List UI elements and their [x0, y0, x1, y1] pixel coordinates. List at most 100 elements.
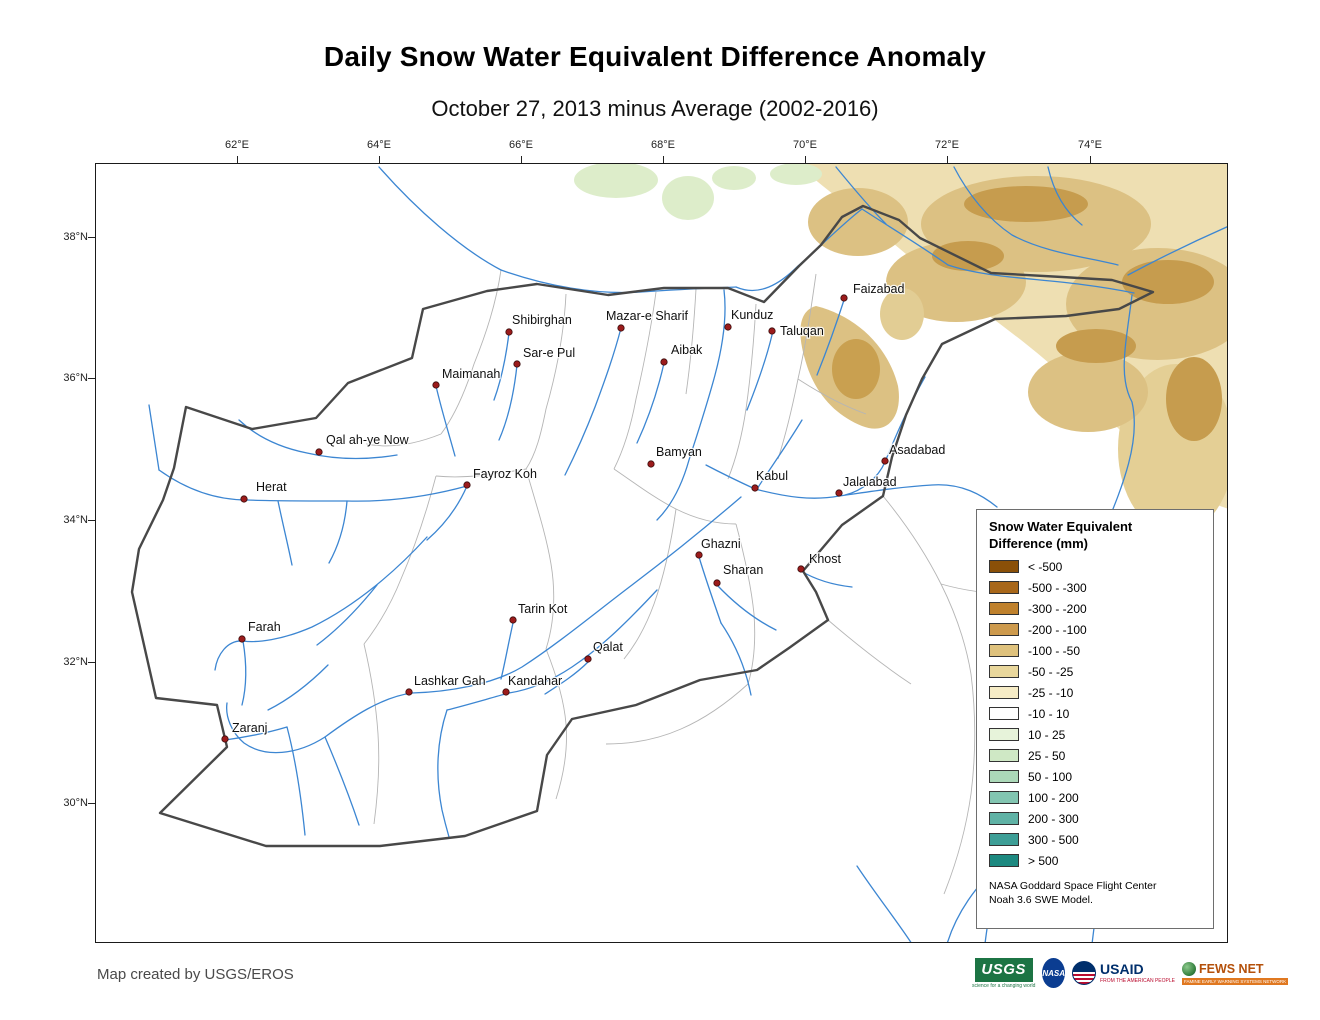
legend-note-line2: Noah 3.6 SWE Model.	[989, 893, 1093, 906]
country-border	[130, 204, 1155, 848]
legend-swatch	[989, 791, 1019, 805]
latitude-label: 32°N	[63, 656, 88, 668]
legend-swatch	[989, 770, 1019, 784]
legend-entries: < -500 -500 - -300 -300 - -200 -200 - -100 -…	[989, 560, 1201, 868]
legend: Snow Water Equivalent Difference (mm) < …	[976, 509, 1214, 929]
latitude-tick	[88, 378, 95, 379]
city-marker-aibak	[660, 358, 668, 366]
legend-title: Snow Water Equivalent Difference (mm)	[989, 519, 1201, 553]
legend-swatch	[989, 707, 1019, 721]
fews-net-logo: FEWS NET FAMINE EARLY WARNING SYSTEMS NE…	[1181, 961, 1289, 985]
longitude-label: 62°E	[225, 139, 249, 151]
longitude-label: 74°E	[1078, 139, 1102, 151]
city-marker-shibirghan	[505, 328, 513, 336]
legend-label: -10 - 10	[1028, 706, 1070, 721]
longitude-tick	[663, 156, 664, 163]
city-label: Maimanah	[442, 367, 500, 381]
city-marker-asadabad	[881, 457, 889, 465]
legend-entry: -50 - -25	[989, 665, 1201, 679]
city-label: Mazar-e Sharif	[606, 309, 688, 323]
longitude-label: 64°E	[367, 139, 391, 151]
legend-label: 10 - 25	[1028, 727, 1066, 742]
latitude-label: 36°N	[63, 372, 88, 384]
usgs-tagline: science for a changing world	[972, 982, 1036, 989]
usgs-logo: USGS science for a changing world	[972, 957, 1036, 989]
page-subtitle: October 27, 2013 minus Average (2002-201…	[431, 96, 879, 121]
city-marker-lashkar-gah	[405, 688, 413, 696]
city-label: Sharan	[723, 563, 763, 577]
city-label: Lashkar Gah	[414, 674, 486, 688]
city-label: Ghazni	[701, 537, 741, 551]
map-canvas: Faizabad Shibirghan Mazar-e Sharif Kunduz Ta…	[130, 164, 1227, 942]
usaid-logo: USAID FROM THE AMERICAN PEOPLE	[1072, 961, 1175, 985]
longitude-tick	[237, 156, 238, 163]
longitude-tick	[1090, 156, 1091, 163]
footer-credit: Map created by USGS/EROS	[97, 966, 294, 983]
legend-entry: -25 - -10	[989, 686, 1201, 700]
nasa-logo: NASA	[1042, 958, 1066, 988]
legend-entry: -300 - -200	[989, 602, 1201, 616]
legend-swatch	[989, 749, 1019, 763]
city-marker-kandahar	[502, 688, 510, 696]
latitude-tick	[88, 237, 95, 238]
longitude-label: 66°E	[509, 139, 533, 151]
city-marker-qal-ah-ye-now	[315, 448, 323, 456]
city-marker-khost	[797, 565, 805, 573]
city-label: Farah	[248, 620, 281, 634]
latitude-tick	[88, 803, 95, 804]
legend-swatch	[989, 854, 1019, 868]
legend-label: -100 - -50	[1028, 643, 1081, 658]
legend-title-line1: Snow Water Equivalent	[989, 519, 1133, 534]
legend-swatch	[989, 812, 1019, 826]
longitude-tick	[521, 156, 522, 163]
city-label: Tarin Kot	[518, 602, 568, 616]
cities-layer: Faizabad Shibirghan Mazar-e Sharif Kunduz Ta…	[221, 281, 947, 743]
city-marker-tarin-kot	[509, 616, 517, 624]
usaid-wordmark: USAID	[1100, 961, 1144, 977]
legend-label: -300 - -200	[1028, 601, 1087, 616]
latitude-tick	[88, 662, 95, 663]
city-label: Bamyan	[656, 445, 702, 459]
legend-swatch	[989, 728, 1019, 742]
legend-label: 50 - 100	[1028, 769, 1073, 784]
city-marker-fayroz-koh	[463, 481, 471, 489]
city-marker-herat	[240, 495, 248, 503]
city-label: Fayroz Koh	[473, 467, 537, 481]
city-marker-maimanah	[432, 381, 440, 389]
legend-label: 300 - 500	[1028, 832, 1079, 847]
city-label: Khost	[809, 552, 841, 566]
legend-entry: -100 - -50	[989, 644, 1201, 658]
longitude-label: 70°E	[793, 139, 817, 151]
legend-label: -200 - -100	[1028, 622, 1087, 637]
legend-swatch	[989, 560, 1019, 574]
legend-note: NASA Goddard Space Flight Center Noah 3.…	[989, 879, 1201, 907]
city-marker-mazar-e-sharif	[617, 324, 625, 332]
longitude-tick	[805, 156, 806, 163]
legend-entry: -500 - -300	[989, 581, 1201, 595]
city-label: Sar-e Pul	[523, 346, 575, 360]
latitude-label: 38°N	[63, 231, 88, 243]
legend-entry: 50 - 100	[989, 770, 1201, 784]
legend-swatch	[989, 665, 1019, 679]
page-title: Daily Snow Water Equivalent Difference A…	[323, 41, 987, 72]
city-marker-ghazni	[695, 551, 703, 559]
legend-label: -25 - -10	[1028, 685, 1074, 700]
city-label: Kunduz	[731, 308, 773, 322]
legend-swatch	[989, 602, 1019, 616]
legend-swatch	[989, 686, 1019, 700]
city-marker-farah	[238, 635, 246, 643]
fews-net-wordmark: FEWS NET	[1198, 961, 1264, 976]
legend-label: -500 - -300	[1028, 580, 1087, 595]
longitude-label: 68°E	[651, 139, 675, 151]
fews-net-top: FEWS NET	[1181, 961, 1288, 976]
legend-swatch	[989, 644, 1019, 658]
legend-entry: < -500	[989, 560, 1201, 574]
city-marker-kabul	[751, 484, 759, 492]
legend-note-line1: NASA Goddard Space Flight Center	[989, 879, 1157, 892]
city-label: Zaranj	[232, 721, 267, 735]
city-label: Aibak	[671, 343, 703, 357]
legend-title-line2: Difference (mm)	[989, 535, 1088, 551]
city-label: Qalat	[593, 640, 623, 654]
usaid-emblem-icon	[1072, 961, 1097, 985]
